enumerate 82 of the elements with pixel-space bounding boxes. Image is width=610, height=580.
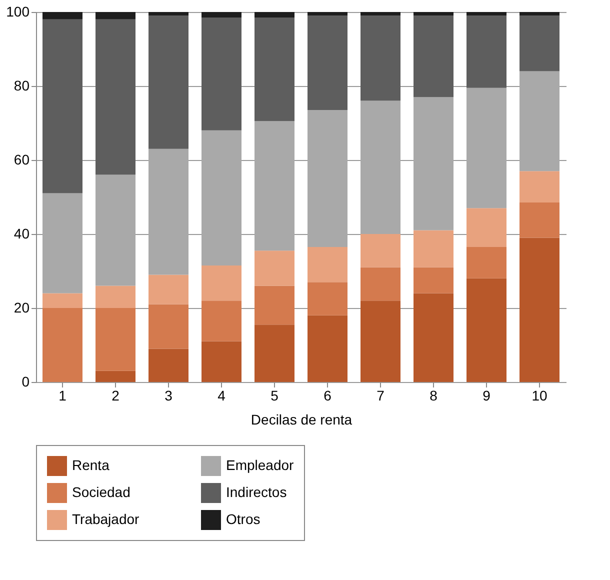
bar	[42, 308, 82, 382]
bar	[96, 286, 136, 308]
bar	[42, 193, 82, 294]
x-tick-label: 9	[482, 388, 491, 404]
x-tick-label: 1	[58, 388, 67, 404]
y-tick-label: 40	[14, 226, 30, 242]
bar	[42, 19, 82, 194]
bar	[96, 12, 136, 20]
bar	[308, 12, 348, 16]
bar	[96, 174, 136, 286]
bar	[466, 88, 506, 208]
bar	[360, 234, 400, 268]
y-tick-label: 20	[14, 300, 30, 316]
bar	[520, 202, 560, 238]
y-tick-label: 60	[14, 152, 30, 168]
bar	[520, 238, 560, 382]
bar	[202, 130, 242, 266]
x-tick-label: 10	[532, 388, 548, 404]
legend-label: Renta	[72, 457, 110, 473]
bar	[360, 16, 400, 101]
bar	[202, 300, 242, 342]
bar	[254, 12, 294, 18]
bar	[308, 16, 348, 110]
bar	[414, 16, 454, 98]
y-tick-label: 0	[22, 374, 30, 390]
legend-label: Trabajador	[72, 511, 140, 527]
bar	[414, 293, 454, 382]
x-tick-label: 8	[430, 388, 438, 404]
legend-label: Indirectos	[226, 484, 287, 500]
bar	[96, 19, 136, 175]
bar	[254, 250, 294, 286]
bar	[254, 121, 294, 251]
bar	[42, 12, 82, 20]
bar	[148, 348, 188, 382]
bar	[520, 71, 560, 172]
legend-label: Otros	[226, 511, 260, 527]
x-tick-label: 5	[270, 388, 279, 404]
bar	[148, 304, 188, 349]
x-tick-label: 3	[164, 388, 173, 404]
x-tick-label: 4	[218, 388, 226, 404]
x-tick-label: 2	[112, 388, 120, 404]
x-axis-title: Decilas de renta	[250, 412, 352, 428]
bar	[148, 12, 188, 16]
bar	[466, 208, 506, 247]
bar	[414, 97, 454, 230]
bar	[466, 246, 506, 278]
bar	[202, 265, 242, 301]
bar	[466, 278, 506, 382]
bar	[466, 16, 506, 88]
bar	[148, 274, 188, 304]
bar	[202, 12, 242, 18]
bar	[42, 293, 82, 308]
bar	[414, 12, 454, 16]
legend-label: Empleador	[226, 457, 294, 473]
bar	[202, 341, 242, 382]
bar	[254, 18, 294, 122]
bar	[520, 12, 560, 16]
bar	[254, 324, 294, 382]
x-tick-label: 6	[324, 388, 332, 404]
bar	[360, 267, 400, 301]
x-tick-label: 7	[376, 388, 385, 404]
bar	[308, 246, 348, 282]
bar	[148, 148, 188, 275]
bar	[202, 18, 242, 130]
bar	[96, 308, 136, 371]
y-tick-label: 80	[14, 78, 30, 94]
bar	[466, 12, 506, 16]
bar	[148, 16, 188, 149]
bar	[520, 171, 560, 203]
bar	[360, 100, 400, 234]
bar	[308, 315, 348, 382]
bar	[254, 286, 294, 325]
bar	[96, 370, 136, 382]
bar	[308, 110, 348, 247]
bar	[520, 16, 560, 72]
bar	[360, 12, 400, 16]
bar	[308, 282, 348, 316]
bar	[360, 300, 400, 382]
legend-label: Sociedad	[72, 484, 130, 500]
bar	[414, 230, 454, 268]
y-tick-label: 100	[6, 4, 30, 20]
bar	[414, 267, 454, 294]
